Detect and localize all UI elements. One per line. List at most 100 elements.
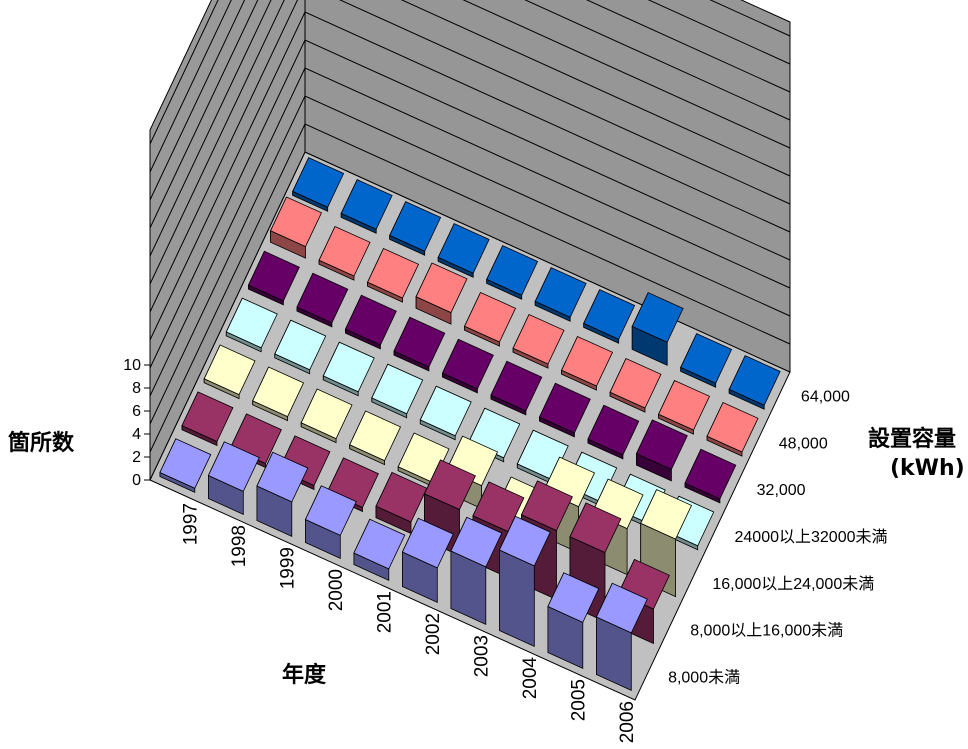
wall-gridline bbox=[149, 95, 791, 425]
left-wall bbox=[149, 0, 306, 481]
bar-top bbox=[595, 582, 648, 634]
bar-48,000-1997 bbox=[270, 196, 323, 259]
bar-48,000-2002 bbox=[512, 313, 565, 369]
bar-front bbox=[498, 549, 535, 648]
bar-48,000-2000 bbox=[415, 262, 468, 325]
bar-top bbox=[561, 335, 614, 387]
bar-top bbox=[640, 489, 693, 540]
bar-8,000未満-2000 bbox=[304, 485, 357, 560]
bar-8,000未満-2005 bbox=[547, 572, 600, 670]
bars bbox=[207, 196, 693, 692]
bar-8,000未満-2006 bbox=[595, 582, 648, 692]
bar-32,000-1997 bbox=[247, 250, 300, 306]
x-tick-label: 2004 bbox=[520, 657, 541, 700]
x-tick-label: 2001 bbox=[374, 591, 395, 633]
wall-gridline bbox=[149, 0, 791, 313]
x-tick-label: 2003 bbox=[471, 635, 492, 677]
bar-top bbox=[423, 459, 476, 511]
y-axis-unit: (kWh) bbox=[890, 456, 965, 481]
bar-top bbox=[270, 196, 323, 248]
bar-48,000-2004 bbox=[609, 357, 662, 413]
x-tick-label: 2005 bbox=[568, 679, 589, 721]
wall-gridline bbox=[149, 67, 791, 397]
bar-top bbox=[635, 419, 688, 470]
bar-24000以上32000未満-1999 bbox=[322, 341, 375, 397]
bar-8,000未満-1999 bbox=[256, 451, 309, 538]
bar-32,000-2003 bbox=[538, 382, 591, 438]
bar-top bbox=[159, 438, 212, 489]
x-tick-label: 2006 bbox=[617, 701, 638, 743]
bar-48,000-1998 bbox=[318, 225, 371, 281]
bar-top bbox=[181, 391, 234, 443]
bar-top bbox=[680, 333, 733, 384]
bar-8,000以上16,000未満-2001 bbox=[375, 471, 428, 535]
bar-8,000未満-1997 bbox=[159, 438, 212, 494]
bar-16,000以上24,000未満-2000 bbox=[349, 410, 402, 466]
x-tick-label: 2002 bbox=[423, 613, 444, 655]
bar-top bbox=[353, 518, 406, 570]
bar-8,000未満-2002 bbox=[401, 517, 454, 604]
y-tick-label: 8,000未満 bbox=[668, 669, 740, 687]
bar-8,000未満-2004 bbox=[498, 515, 551, 648]
y-axis-title: 設置容量 bbox=[868, 426, 956, 452]
bar-48,000-2005 bbox=[658, 379, 711, 435]
y-tick-label: 64,000 bbox=[801, 388, 850, 405]
bar-top bbox=[441, 338, 494, 390]
bar-top bbox=[587, 404, 640, 456]
y-tick-label: 32,000 bbox=[757, 482, 806, 499]
bar-top bbox=[658, 379, 711, 431]
bar-32,000-2002 bbox=[490, 360, 543, 416]
bar-top bbox=[569, 502, 622, 554]
bar-top bbox=[520, 480, 573, 532]
bar-top bbox=[252, 366, 305, 418]
bar-top bbox=[419, 385, 472, 437]
bar-32,000-2000 bbox=[393, 316, 446, 372]
bar-16,000以上24,000未満-1998 bbox=[252, 366, 305, 422]
bar-64,000-2001 bbox=[486, 245, 539, 300]
bar-top bbox=[340, 179, 393, 230]
bar-24000以上32000未満-2000 bbox=[371, 363, 424, 419]
z-tick-label: 10 bbox=[123, 357, 141, 374]
bar-top bbox=[300, 388, 353, 440]
bar-64,000-2003 bbox=[583, 289, 636, 344]
bar-top bbox=[464, 291, 517, 343]
wall-gridline bbox=[149, 123, 791, 453]
wall-gridline bbox=[149, 0, 791, 145]
bar-32,000-2004 bbox=[587, 404, 640, 460]
bar-8,000未満-2003 bbox=[450, 516, 503, 626]
bar-top bbox=[203, 344, 256, 396]
series-labels: 8,000未満 8,000以上16,000未満 16,000以上24,000未満 24… bbox=[668, 388, 887, 686]
bar-32,000-2005 bbox=[635, 419, 688, 482]
bar-32,000-1998 bbox=[296, 272, 349, 328]
axis-ticks: 0 2 4 6 8 10 bbox=[123, 357, 150, 489]
bar-top bbox=[296, 272, 349, 324]
x-tick-label: 1998 bbox=[229, 525, 250, 567]
bar-top bbox=[415, 262, 468, 314]
bar-24000以上32000未満-1998 bbox=[274, 319, 327, 375]
bar-top bbox=[450, 516, 503, 568]
bar-64,000-2000 bbox=[437, 223, 490, 278]
bar-top bbox=[512, 313, 565, 365]
bar-top bbox=[583, 289, 636, 340]
bar-top bbox=[389, 201, 442, 252]
z-axis-title: 箇所数 bbox=[8, 430, 75, 456]
bar-8,000未満-1998 bbox=[207, 441, 260, 516]
bar-top bbox=[256, 451, 309, 503]
bar-64,000-2006 bbox=[728, 355, 781, 410]
bar-8,000未満-2001 bbox=[353, 518, 406, 582]
bar-top bbox=[538, 382, 591, 434]
bar-top bbox=[609, 357, 662, 409]
z-tick-label: 4 bbox=[132, 426, 141, 443]
category-labels: 1997 1998 1999 2000 2001 2002 2003 2004 2005 2006 bbox=[180, 503, 638, 743]
bar-top bbox=[304, 485, 357, 536]
bar-top bbox=[371, 363, 424, 415]
bar-48,000-2001 bbox=[464, 291, 517, 347]
bar-16,000以上24,000未満-1997 bbox=[203, 344, 256, 400]
y-tick-label: 48,000 bbox=[779, 435, 828, 452]
y-tick-label: 24000以上32000未満 bbox=[735, 528, 888, 546]
bar-32,000-2006 bbox=[684, 448, 737, 504]
bar-48,000-2006 bbox=[706, 401, 759, 457]
bar-24000以上32000未満-1997 bbox=[225, 297, 278, 353]
wall-gridline bbox=[149, 0, 791, 285]
bar-16,000以上24,000未満-1999 bbox=[300, 388, 353, 444]
